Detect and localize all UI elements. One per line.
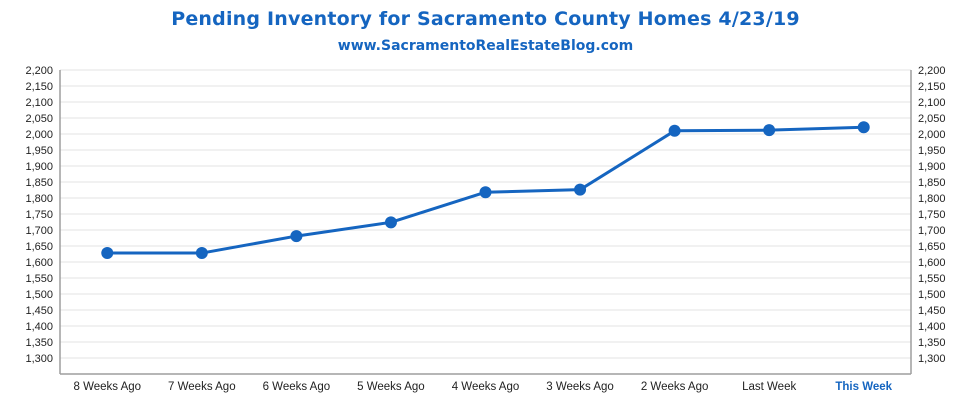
chart-subtitle: www.SacramentoRealEstateBlog.com bbox=[337, 38, 634, 54]
y-tick-label-right: 1,800 bbox=[918, 193, 946, 205]
y-tick-label-right: 1,450 bbox=[918, 305, 946, 317]
y-tick-label-left: 2,050 bbox=[25, 113, 53, 125]
y-tick-label-left: 1,400 bbox=[25, 321, 53, 333]
y-tick-label-right: 2,150 bbox=[918, 81, 946, 93]
y-tick-label-right: 1,350 bbox=[918, 337, 946, 349]
x-tick-label: Last Week bbox=[742, 381, 796, 393]
x-tick-label: 7 Weeks Ago bbox=[168, 381, 236, 393]
y-tick-label-right: 1,500 bbox=[918, 289, 946, 301]
y-tick-label-left: 1,600 bbox=[25, 257, 53, 269]
data-point bbox=[290, 230, 303, 243]
y-axis-right-ticks: 1,300 1,350 1,400 1,450 1,500 1,550 1,600 1,650… bbox=[918, 65, 946, 365]
y-tick-label-right: 2,050 bbox=[918, 113, 946, 125]
y-tick-label-right: 2,200 bbox=[918, 65, 946, 77]
x-tick-label: 2 Weeks Ago bbox=[641, 381, 709, 393]
y-tick-label-right: 1,650 bbox=[918, 241, 946, 253]
y-tick-label-right: 2,100 bbox=[918, 97, 946, 109]
y-tick-label-left: 2,150 bbox=[25, 81, 53, 93]
data-point bbox=[195, 247, 208, 260]
y-tick-label-right: 1,750 bbox=[918, 209, 946, 221]
grid-lines bbox=[60, 69, 911, 359]
x-tick-label: 4 Weeks Ago bbox=[452, 381, 520, 393]
y-axis-left-ticks: 1,300 1,350 1,400 1,450 1,500 1,550 1,600 1,650… bbox=[25, 65, 53, 365]
series-group bbox=[101, 121, 870, 260]
y-tick-label-left: 1,900 bbox=[25, 161, 53, 173]
y-tick-label-left: 1,850 bbox=[25, 177, 53, 189]
data-point bbox=[763, 124, 776, 137]
y-tick-label-left: 1,750 bbox=[25, 209, 53, 221]
x-tick-label: This Week bbox=[835, 381, 892, 393]
x-tick-label: 3 Weeks Ago bbox=[546, 381, 614, 393]
x-axis-ticks: 8 Weeks Ago 7 Weeks Ago 6 Weeks Ago 5 Weeks… bbox=[73, 381, 892, 393]
y-tick-label-right: 1,700 bbox=[918, 225, 946, 237]
y-tick-label-right: 1,950 bbox=[918, 145, 946, 157]
chart-title: Pending Inventory for Sacramento County … bbox=[171, 8, 800, 30]
y-tick-label-left: 1,700 bbox=[25, 225, 53, 237]
x-tick-label: 6 Weeks Ago bbox=[263, 381, 331, 393]
y-tick-label-left: 1,800 bbox=[25, 193, 53, 205]
y-tick-label-left: 1,350 bbox=[25, 337, 53, 349]
data-point bbox=[857, 121, 870, 134]
y-tick-label-right: 1,300 bbox=[918, 353, 946, 365]
data-point bbox=[574, 183, 587, 196]
data-point bbox=[101, 247, 114, 260]
y-tick-label-left: 2,100 bbox=[25, 97, 53, 109]
y-tick-label-left: 2,000 bbox=[25, 129, 53, 141]
x-tick-label: 8 Weeks Ago bbox=[73, 381, 141, 393]
data-point bbox=[384, 216, 397, 229]
y-tick-label-left: 2,200 bbox=[25, 65, 53, 77]
y-tick-label-left: 1,300 bbox=[25, 353, 53, 365]
y-tick-label-right: 1,400 bbox=[918, 321, 946, 333]
y-tick-label-right: 1,600 bbox=[918, 257, 946, 269]
y-tick-label-left: 1,500 bbox=[25, 289, 53, 301]
y-tick-label-right: 1,850 bbox=[918, 177, 946, 189]
y-tick-label-right: 1,550 bbox=[918, 273, 946, 285]
y-tick-label-right: 1,900 bbox=[918, 161, 946, 173]
x-tick-label: 5 Weeks Ago bbox=[357, 381, 425, 393]
y-tick-label-left: 1,650 bbox=[25, 241, 53, 253]
y-tick-label-left: 1,450 bbox=[25, 305, 53, 317]
y-tick-label-right: 2,000 bbox=[918, 129, 946, 141]
data-point bbox=[668, 124, 681, 137]
y-tick-label-left: 1,950 bbox=[25, 145, 53, 157]
axes bbox=[59, 70, 912, 375]
y-tick-label-left: 1,550 bbox=[25, 273, 53, 285]
data-point bbox=[479, 186, 492, 199]
